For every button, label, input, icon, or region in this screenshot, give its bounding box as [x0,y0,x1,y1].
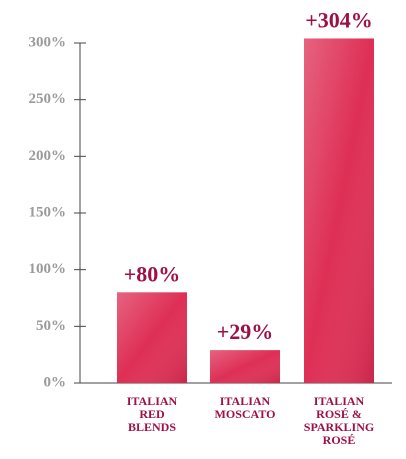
x-tick-label: ITALIAN ROSÉ & SPARKLING ROSÉ [304,394,374,447]
y-tick-label: 50% [36,318,66,334]
x-tick-label: ITALIAN MOSCATO [215,394,276,421]
bar-texture [210,350,280,383]
y-tick-label: 250% [29,91,67,107]
x-tick-label: ITALIAN RED BLENDS [127,394,178,434]
y-tick-label: 0% [44,374,67,390]
y-tick-label: 150% [29,204,67,220]
bar-texture [117,292,187,383]
value-label: +29% [217,319,274,344]
value-label: +80% [124,261,181,286]
y-tick-label: 100% [29,261,67,277]
y-tick-label: 300% [29,34,67,50]
bar-texture [304,38,374,383]
y-tick-label: 200% [29,148,67,164]
value-label: +304% [305,8,373,33]
